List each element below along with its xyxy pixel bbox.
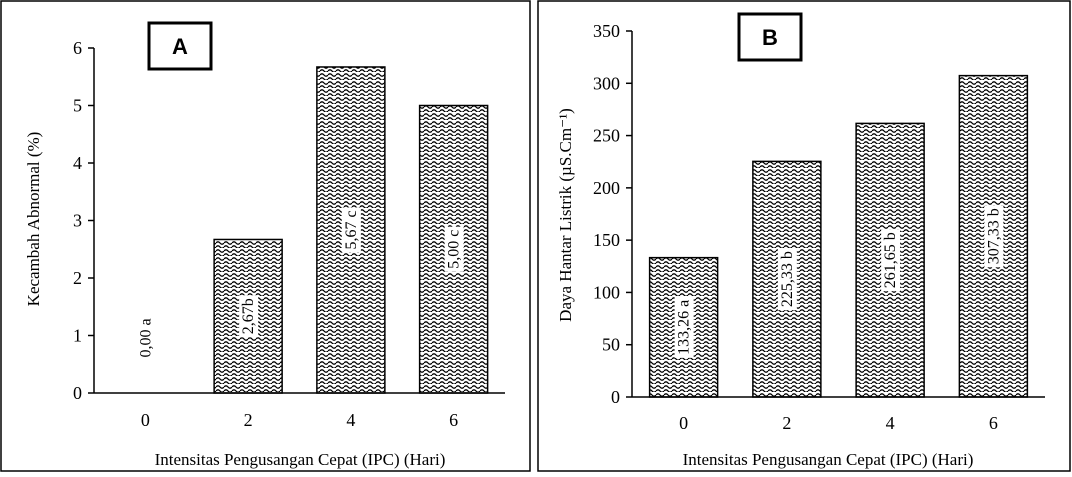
panel-a-bar-label-text-1: 2,67b bbox=[240, 298, 257, 334]
panel-b-bar-label-text-0: 133,26 a bbox=[676, 300, 693, 355]
panel-a-ytick-label-3: 3 bbox=[73, 211, 82, 231]
panel-b-ytick-label-0: 0 bbox=[611, 387, 620, 407]
panel-b-bar-label-text-1: 225,33 b bbox=[779, 251, 796, 307]
panel-b-bar-label-text-2: 261,65 b bbox=[882, 232, 899, 288]
panel-b-xtick-label-2: 4 bbox=[886, 413, 895, 433]
panel-a-bar-label-bg-3 bbox=[444, 226, 464, 272]
panel-a-bar-label-text-0: 0,00 a bbox=[137, 318, 154, 357]
panel-b-bar-label-bg-0 bbox=[674, 296, 694, 358]
panel-a: A Kecambah Abnormal (%) Intensitas Pengu… bbox=[0, 0, 531, 472]
panel-a-ytick-label-6: 6 bbox=[73, 38, 82, 58]
panel-b-plot: 0 50 100 150 200 250 300 350 0 2 4 6 133,26 a 225,33 … bbox=[593, 21, 1045, 433]
panel-b-xtick-label-3: 6 bbox=[989, 413, 998, 433]
panel-a-bar-label-3: 5,00 c bbox=[444, 226, 464, 272]
panel-b-letter-box bbox=[737, 12, 803, 62]
panel-b-ytick-label-5: 250 bbox=[593, 126, 620, 146]
panel-a-ytick-label-4: 4 bbox=[73, 153, 82, 173]
panel-a-bar-label-text-3: 5,00 c bbox=[446, 230, 463, 269]
panel-a-xtick-label-1: 2 bbox=[244, 410, 253, 430]
panel-b-frame bbox=[537, 0, 1071, 472]
panel-b-ytick-label-7: 350 bbox=[593, 21, 620, 41]
panel-a-bar-label-0: 0,00 a bbox=[137, 318, 154, 357]
panel-a-bar-label-bg-1 bbox=[239, 295, 259, 338]
panel-a-xtick-label-3: 6 bbox=[449, 410, 458, 430]
panel-b-ylabel: Daya Hantar Listrik (µS.Cm⁻¹) bbox=[556, 108, 575, 322]
panel-a-letter: A bbox=[172, 34, 188, 59]
panel-a-xtick-label-0: 0 bbox=[141, 410, 150, 430]
panel-b-ytick-label-6: 300 bbox=[593, 73, 620, 93]
panel-a-ylabel: Kecambah Abnormal (%) bbox=[24, 132, 43, 307]
panel-b-ytick-label-1: 50 bbox=[602, 335, 620, 355]
panel-a-xtick-label-2: 4 bbox=[346, 410, 355, 430]
panel-b-ytick-label-2: 100 bbox=[593, 282, 620, 302]
panel-a-ytick-label-2: 2 bbox=[73, 268, 82, 288]
panel-a-xlabel: Intensitas Pengusangan Cepat (IPC) (Hari… bbox=[155, 450, 446, 469]
panel-a-bar-label-2: 5,67 c bbox=[341, 207, 361, 253]
panel-b-ytick-label-4: 200 bbox=[593, 178, 620, 198]
panel-a-plot: 0 1 2 3 4 5 6 0 2 4 6 0,00 a 2,67b 5,67 c 5,00 c bbox=[73, 38, 505, 430]
panel-b-xlabel: Intensitas Pengusangan Cepat (IPC) (Hari… bbox=[683, 450, 974, 469]
panel-b-bar-label-0: 133,26 a bbox=[674, 296, 694, 358]
panel-b-bar-label-bg-1 bbox=[777, 248, 797, 311]
panel-a-ytick-label-5: 5 bbox=[73, 96, 82, 116]
panel-b-bar-label-1: 225,33 b bbox=[777, 248, 797, 311]
panel-b-xtick-label-0: 0 bbox=[679, 413, 688, 433]
panel-b-bar-label-bg-2 bbox=[881, 229, 901, 292]
panel-a-bar-label-bg-2 bbox=[341, 207, 361, 253]
panel-b-xtick-label-1: 2 bbox=[782, 413, 791, 433]
panel-a-bar-label-1: 2,67b bbox=[239, 295, 259, 338]
panel-a-ytick-label-0: 0 bbox=[73, 383, 82, 403]
panel-b-bar-label-text-3: 307,33 b bbox=[985, 208, 1002, 264]
panel-b-bar-label-bg-3 bbox=[984, 205, 1004, 268]
panel-a-letter-box bbox=[147, 21, 213, 71]
panel-a-frame bbox=[0, 0, 531, 472]
panel-a-bar-label-text-2: 5,67 c bbox=[343, 210, 360, 249]
panel-a-ytick-label-1: 1 bbox=[73, 326, 82, 346]
panel-b-bar-label-2: 261,65 b bbox=[881, 229, 901, 292]
panel-b: B Daya Hantar Listrik (µS.Cm⁻¹) Intensit… bbox=[537, 0, 1071, 472]
panel-b-letter: B bbox=[762, 25, 778, 50]
panel-b-bar-label-3: 307,33 b bbox=[984, 205, 1004, 268]
panel-b-ytick-label-3: 150 bbox=[593, 230, 620, 250]
